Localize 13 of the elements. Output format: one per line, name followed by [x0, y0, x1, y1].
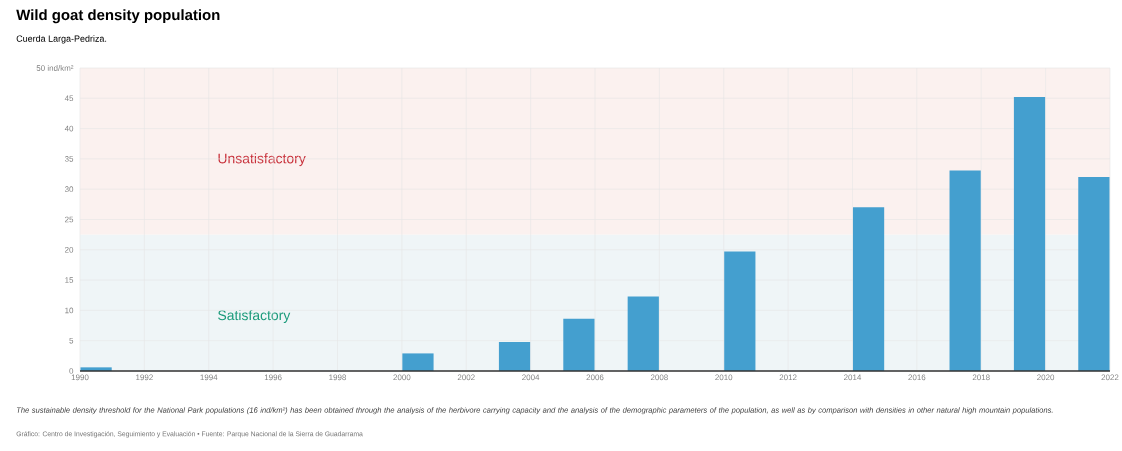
bar	[627, 296, 659, 371]
bar	[1078, 177, 1110, 371]
bar	[402, 353, 434, 371]
bar	[563, 318, 595, 371]
bar	[1013, 97, 1046, 371]
band-label: Satisfactory	[218, 309, 291, 323]
chart-title: Wild goat density population	[16, 9, 220, 24]
chart-subtitle: Cuerda Larga-Pedriza.	[16, 35, 107, 44]
bar	[949, 170, 981, 371]
bar	[498, 341, 531, 371]
band-label: Unsatisfactory	[218, 153, 306, 167]
bar	[724, 251, 756, 371]
bar	[852, 207, 885, 371]
